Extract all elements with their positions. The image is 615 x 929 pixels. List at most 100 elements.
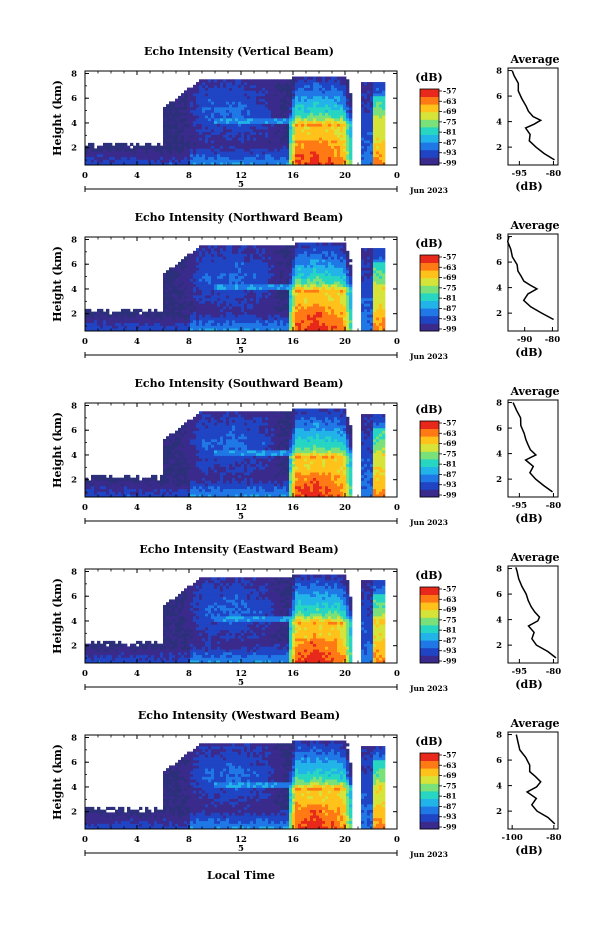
heatmap-cell — [310, 106, 314, 111]
heatmap-cell — [295, 131, 299, 135]
heatmap-cell — [325, 281, 329, 285]
heatmap-cell — [193, 253, 197, 257]
heatmap-cell — [172, 322, 176, 326]
heatmap-cell — [316, 319, 320, 324]
x-tick-label: 4 — [134, 337, 140, 347]
heatmap-cell — [346, 145, 350, 149]
heatmap-cell — [340, 162, 344, 166]
heatmap-cell — [118, 151, 122, 155]
heatmap-cell — [292, 275, 296, 279]
heatmap-cell — [298, 84, 302, 88]
heatmap-cell — [241, 297, 245, 301]
heatmap-cell — [184, 295, 188, 299]
heatmap-cell — [259, 325, 263, 329]
heatmap-cell — [232, 328, 236, 332]
heatmap-cell — [232, 134, 236, 138]
colorbar-tick-label: -63 — [443, 97, 457, 106]
heatmap-cell — [106, 322, 110, 326]
heatmap-cell — [214, 253, 218, 257]
heatmap-cell — [220, 275, 224, 279]
heatmap-cell — [241, 98, 245, 102]
heatmap-cell — [304, 109, 308, 113]
heatmap-cell — [250, 82, 254, 86]
heatmap-cell — [229, 245, 233, 249]
heatmap-cell — [175, 134, 179, 138]
heatmap-cell — [199, 156, 203, 160]
heatmap-cell — [286, 115, 290, 119]
heatmap-cell — [316, 261, 320, 265]
heatmap-cell — [304, 118, 308, 122]
heatmap-cell — [310, 261, 314, 265]
heatmap-cell — [298, 259, 302, 263]
heatmap-cell — [145, 153, 149, 158]
heatmap-cell — [334, 275, 338, 279]
heatmap-cell — [361, 284, 365, 288]
heatmap-cell — [322, 281, 326, 285]
heatmap-cell — [229, 131, 233, 135]
heatmap-cell — [235, 292, 239, 296]
heatmap-cell — [373, 156, 377, 160]
heatmap-cell — [118, 145, 122, 149]
heatmap-cell — [232, 129, 236, 133]
heatmap-cell — [313, 303, 317, 307]
heatmap-cell — [367, 250, 371, 254]
heatmap-cell — [286, 98, 290, 102]
heatmap-cell — [283, 162, 287, 166]
heatmap-cell — [250, 109, 254, 113]
heatmap-cell — [217, 129, 221, 133]
heatmap-cell — [169, 101, 173, 105]
heatmap-cell — [382, 270, 386, 274]
heatmap-cell — [169, 267, 173, 271]
heatmap-cell — [292, 131, 296, 135]
heatmap-cell — [346, 256, 350, 260]
heatmap-cell — [163, 306, 167, 310]
heatmap-cell — [340, 87, 344, 91]
heatmap-cell — [280, 300, 284, 304]
heatmap-cell — [274, 289, 278, 293]
heatmap-cell — [328, 134, 332, 138]
heatmap-cell — [319, 267, 323, 271]
heatmap-cell — [118, 314, 122, 318]
heatmap-cell — [181, 319, 185, 324]
heatmap-cell — [226, 87, 230, 91]
heatmap-cell — [313, 145, 317, 149]
heatmap-cell — [295, 109, 299, 113]
heatmap-cell — [283, 123, 287, 127]
heatmap-cell — [178, 308, 182, 312]
heatmap-cell — [247, 284, 251, 288]
heatmap-cell — [307, 250, 311, 254]
heatmap-cell — [178, 319, 182, 324]
heatmap-cell — [289, 148, 293, 152]
heatmap-cell — [262, 84, 266, 88]
heatmap-cell — [376, 95, 380, 99]
heatmap-cell — [271, 308, 275, 312]
heatmap-cell — [319, 328, 323, 332]
heatmap-cell — [187, 90, 191, 94]
heatmap-cell — [208, 256, 212, 260]
heatmap-cell — [361, 325, 365, 329]
heatmap-cell — [124, 328, 128, 332]
heatmap-cell — [325, 120, 329, 124]
heatmap-cell — [187, 118, 191, 122]
heatmap-cell — [307, 145, 311, 149]
heatmap-cell — [271, 134, 275, 138]
heatmap-cell — [184, 303, 188, 307]
heatmap-cell — [328, 325, 332, 329]
heatmap-cell — [103, 311, 107, 315]
heatmap-cell — [160, 156, 164, 160]
heatmap-cell — [166, 319, 170, 324]
heatmap-cell — [334, 142, 338, 146]
heatmap-cell — [187, 120, 191, 124]
heatmap-cell — [115, 322, 119, 326]
heatmap-cell — [235, 118, 239, 122]
heatmap-cell — [208, 82, 212, 86]
heatmap-cell — [304, 104, 308, 108]
heatmap-cell — [211, 303, 215, 307]
heatmap-cell — [379, 95, 383, 99]
heatmap-cell — [346, 286, 350, 290]
heatmap-cell — [199, 87, 203, 91]
heatmap-cell — [295, 87, 299, 91]
heatmap-cell — [190, 300, 194, 304]
heatmap-cell — [364, 297, 368, 301]
heatmap-cell — [205, 270, 209, 274]
